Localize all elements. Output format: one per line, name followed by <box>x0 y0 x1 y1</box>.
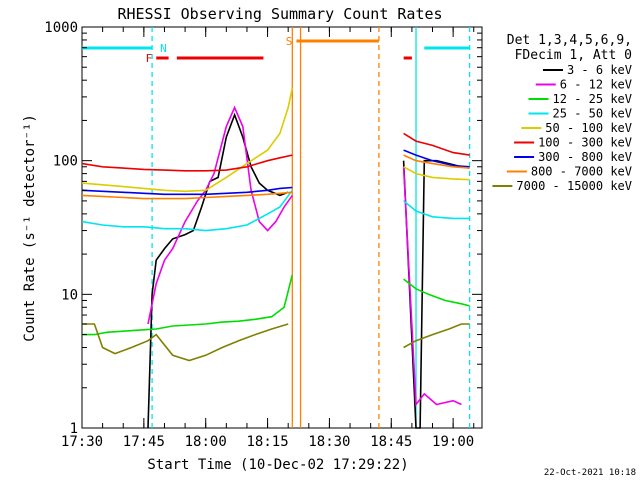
series-line-6-12-kev-late <box>402 166 462 407</box>
y-axis-label: Count Rate (s⁻¹ detector⁻¹) <box>22 114 38 342</box>
legend-entry: 6 - 12 keV <box>560 78 632 92</box>
timestamp: 22-Oct-2021 10:18 <box>544 468 636 478</box>
y-axis: 1 10 100 1000 <box>44 20 482 437</box>
series-line-3-6-kev <box>147 112 289 429</box>
plot-frame <box>81 26 483 429</box>
series-line-12-25-kev-late <box>403 278 470 307</box>
series-line-800-7000-kev-late <box>403 154 470 169</box>
series-line-25-50-kev-late <box>403 200 470 220</box>
y-tick-label: 100 <box>53 154 78 170</box>
series-line-100-300-kev <box>81 154 293 172</box>
legend-entry: 7000 - 15000 keV <box>516 179 632 193</box>
series-line-3-6-kev-late <box>402 159 470 429</box>
x-tick-label: 18:45 <box>370 434 412 450</box>
series-line-50-100-kev-late <box>403 166 470 181</box>
x-tick-label: 19:00 <box>432 434 474 450</box>
legend-entry: 300 - 800 keV <box>538 150 632 164</box>
y-tick-label: 10 <box>61 287 78 303</box>
series-line-300-800-kev <box>81 186 293 196</box>
legend-entry: 25 - 50 keV <box>553 107 632 121</box>
plot-area: NF S <box>81 26 483 429</box>
legend-entry: 100 - 300 keV <box>538 136 632 150</box>
legend-entry: 3 - 6 keV <box>567 63 632 77</box>
flag-label-n: N <box>160 42 167 55</box>
series-line-800-7000-kev <box>81 191 293 200</box>
flag-label-f: F <box>146 52 153 65</box>
y-tick-label: 1000 <box>44 20 78 36</box>
series-line-7000-15000-kev-late <box>403 323 470 349</box>
x-tick-label: 18:15 <box>246 434 288 450</box>
series-line-300-800-kev-late <box>403 149 470 168</box>
legend-header-1: Det 1,3,4,5,6,9, <box>507 33 632 48</box>
legend: Det 1,3,4,5,6,9, FDecim 1, Att 0 3 - 6 k… <box>492 33 632 193</box>
x-tick-label: 17:30 <box>61 434 103 450</box>
flag-label-s: S <box>286 35 293 48</box>
x-tick-label: 18:30 <box>308 434 350 450</box>
series-line-6-12-kev <box>147 105 293 325</box>
x-axis: 17:30 17:45 18:00 18:15 18:30 18:45 19:00 <box>61 27 475 450</box>
series-line-25-50-kev <box>81 189 293 232</box>
x-tick-label: 17:45 <box>123 434 165 450</box>
legend-entry: 800 - 7000 keV <box>531 165 632 179</box>
y-tick-label: 1 <box>70 421 78 437</box>
chart-title: RHESSI Observing Summary Count Rates <box>117 5 442 23</box>
legend-header-2: FDecim 1, Att 0 <box>515 48 632 63</box>
series-line-100-300-kev-late <box>403 132 470 156</box>
x-tick-label: 18:00 <box>185 434 227 450</box>
legend-entry: 50 - 100 keV <box>545 121 632 135</box>
series-line-50-100-kev <box>81 87 294 193</box>
series-line-12-25-kev <box>82 274 294 336</box>
series-line-7000-15000-kev <box>82 323 289 362</box>
legend-entry: 12 - 25 keV <box>553 92 632 106</box>
x-axis-label: Start Time (10-Dec-02 17:29:22) <box>147 457 408 473</box>
